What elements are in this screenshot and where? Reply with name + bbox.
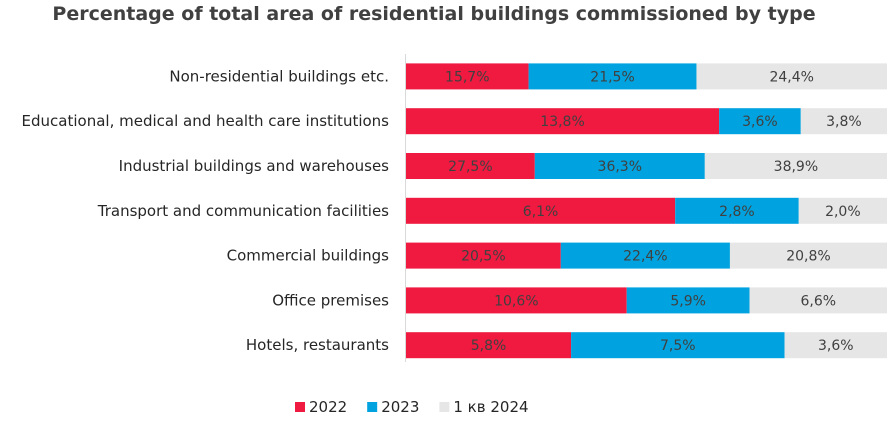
data-label: 7,5%	[660, 338, 696, 354]
category-label: Hotels, restaurants	[246, 336, 389, 354]
legend-label: 2022	[309, 398, 347, 416]
bars-group: 15,7% 21,5% 24,4% 13,8% 3,6% 3,8% 27,5% 36,3% 38…	[406, 63, 887, 359]
category-label: Industrial buildings and warehouses	[119, 157, 390, 175]
data-label: 3,6%	[742, 114, 778, 130]
data-label: 20,5%	[461, 249, 505, 265]
data-label: 2,8%	[719, 204, 755, 220]
data-label: 36,3%	[598, 159, 642, 175]
data-label: 38,9%	[774, 159, 818, 175]
category-label: Commercial buildings	[227, 247, 390, 265]
data-label: 3,6%	[818, 338, 854, 354]
bar-segment-2	[626, 287, 750, 314]
data-label: 2,0%	[825, 204, 861, 220]
data-label: 20,8%	[786, 249, 830, 265]
bar-segment-2	[675, 197, 799, 224]
legend-label: 1 кв 2024	[453, 398, 528, 416]
data-label: 27,5%	[448, 159, 492, 175]
bar-segment-1	[406, 153, 535, 179]
bar-segment-2	[719, 108, 801, 135]
data-label: 10,6%	[494, 293, 538, 309]
legend-swatch	[367, 402, 378, 412]
bar-segment-3	[798, 197, 887, 224]
bar-segment-2	[560, 242, 730, 269]
bar-segment-3	[729, 242, 887, 269]
bar-segment-1	[406, 197, 676, 224]
bar-segment-2	[534, 153, 705, 179]
bar-segment-3	[704, 153, 887, 179]
bar-segment-3	[696, 63, 887, 90]
bar-segment-1	[406, 242, 561, 269]
bar-segment-1	[406, 332, 572, 359]
category-label: Educational, medical and health care ins…	[22, 112, 390, 130]
data-label: 5,9%	[670, 293, 706, 309]
bar-segment-1	[406, 287, 627, 314]
chart-title: Percentage of total area of residential …	[52, 3, 815, 25]
bar-segment-2	[528, 63, 697, 90]
bar-segment-3	[784, 332, 887, 359]
legend: 2022 2023 1 кв 2024	[295, 398, 529, 416]
data-label: 24,4%	[769, 69, 813, 85]
data-label: 13,8%	[540, 114, 584, 130]
data-label: 3,8%	[826, 114, 862, 130]
data-label: 6,6%	[800, 293, 836, 309]
data-label: 15,7%	[445, 69, 489, 85]
legend-swatch	[295, 402, 305, 412]
data-label: 5,8%	[471, 338, 507, 354]
category-label: Transport and communication facilities	[97, 202, 389, 220]
bar-segment-3	[749, 287, 887, 314]
category-labels-group: Non-residential buildings etc. Educationa…	[22, 67, 390, 354]
data-label: 6,1%	[523, 204, 559, 220]
bar-segment-1	[406, 63, 529, 90]
bar-segment-3	[800, 108, 887, 135]
bar-segment-2	[571, 332, 785, 359]
data-label: 21,5%	[590, 69, 634, 85]
legend-label: 2023	[381, 398, 419, 416]
legend-swatch	[439, 402, 450, 412]
category-label: Non-residential buildings etc.	[169, 67, 389, 85]
category-label: Office premises	[272, 291, 389, 309]
data-label: 22,4%	[623, 249, 667, 265]
bar-segment-1	[406, 108, 720, 135]
